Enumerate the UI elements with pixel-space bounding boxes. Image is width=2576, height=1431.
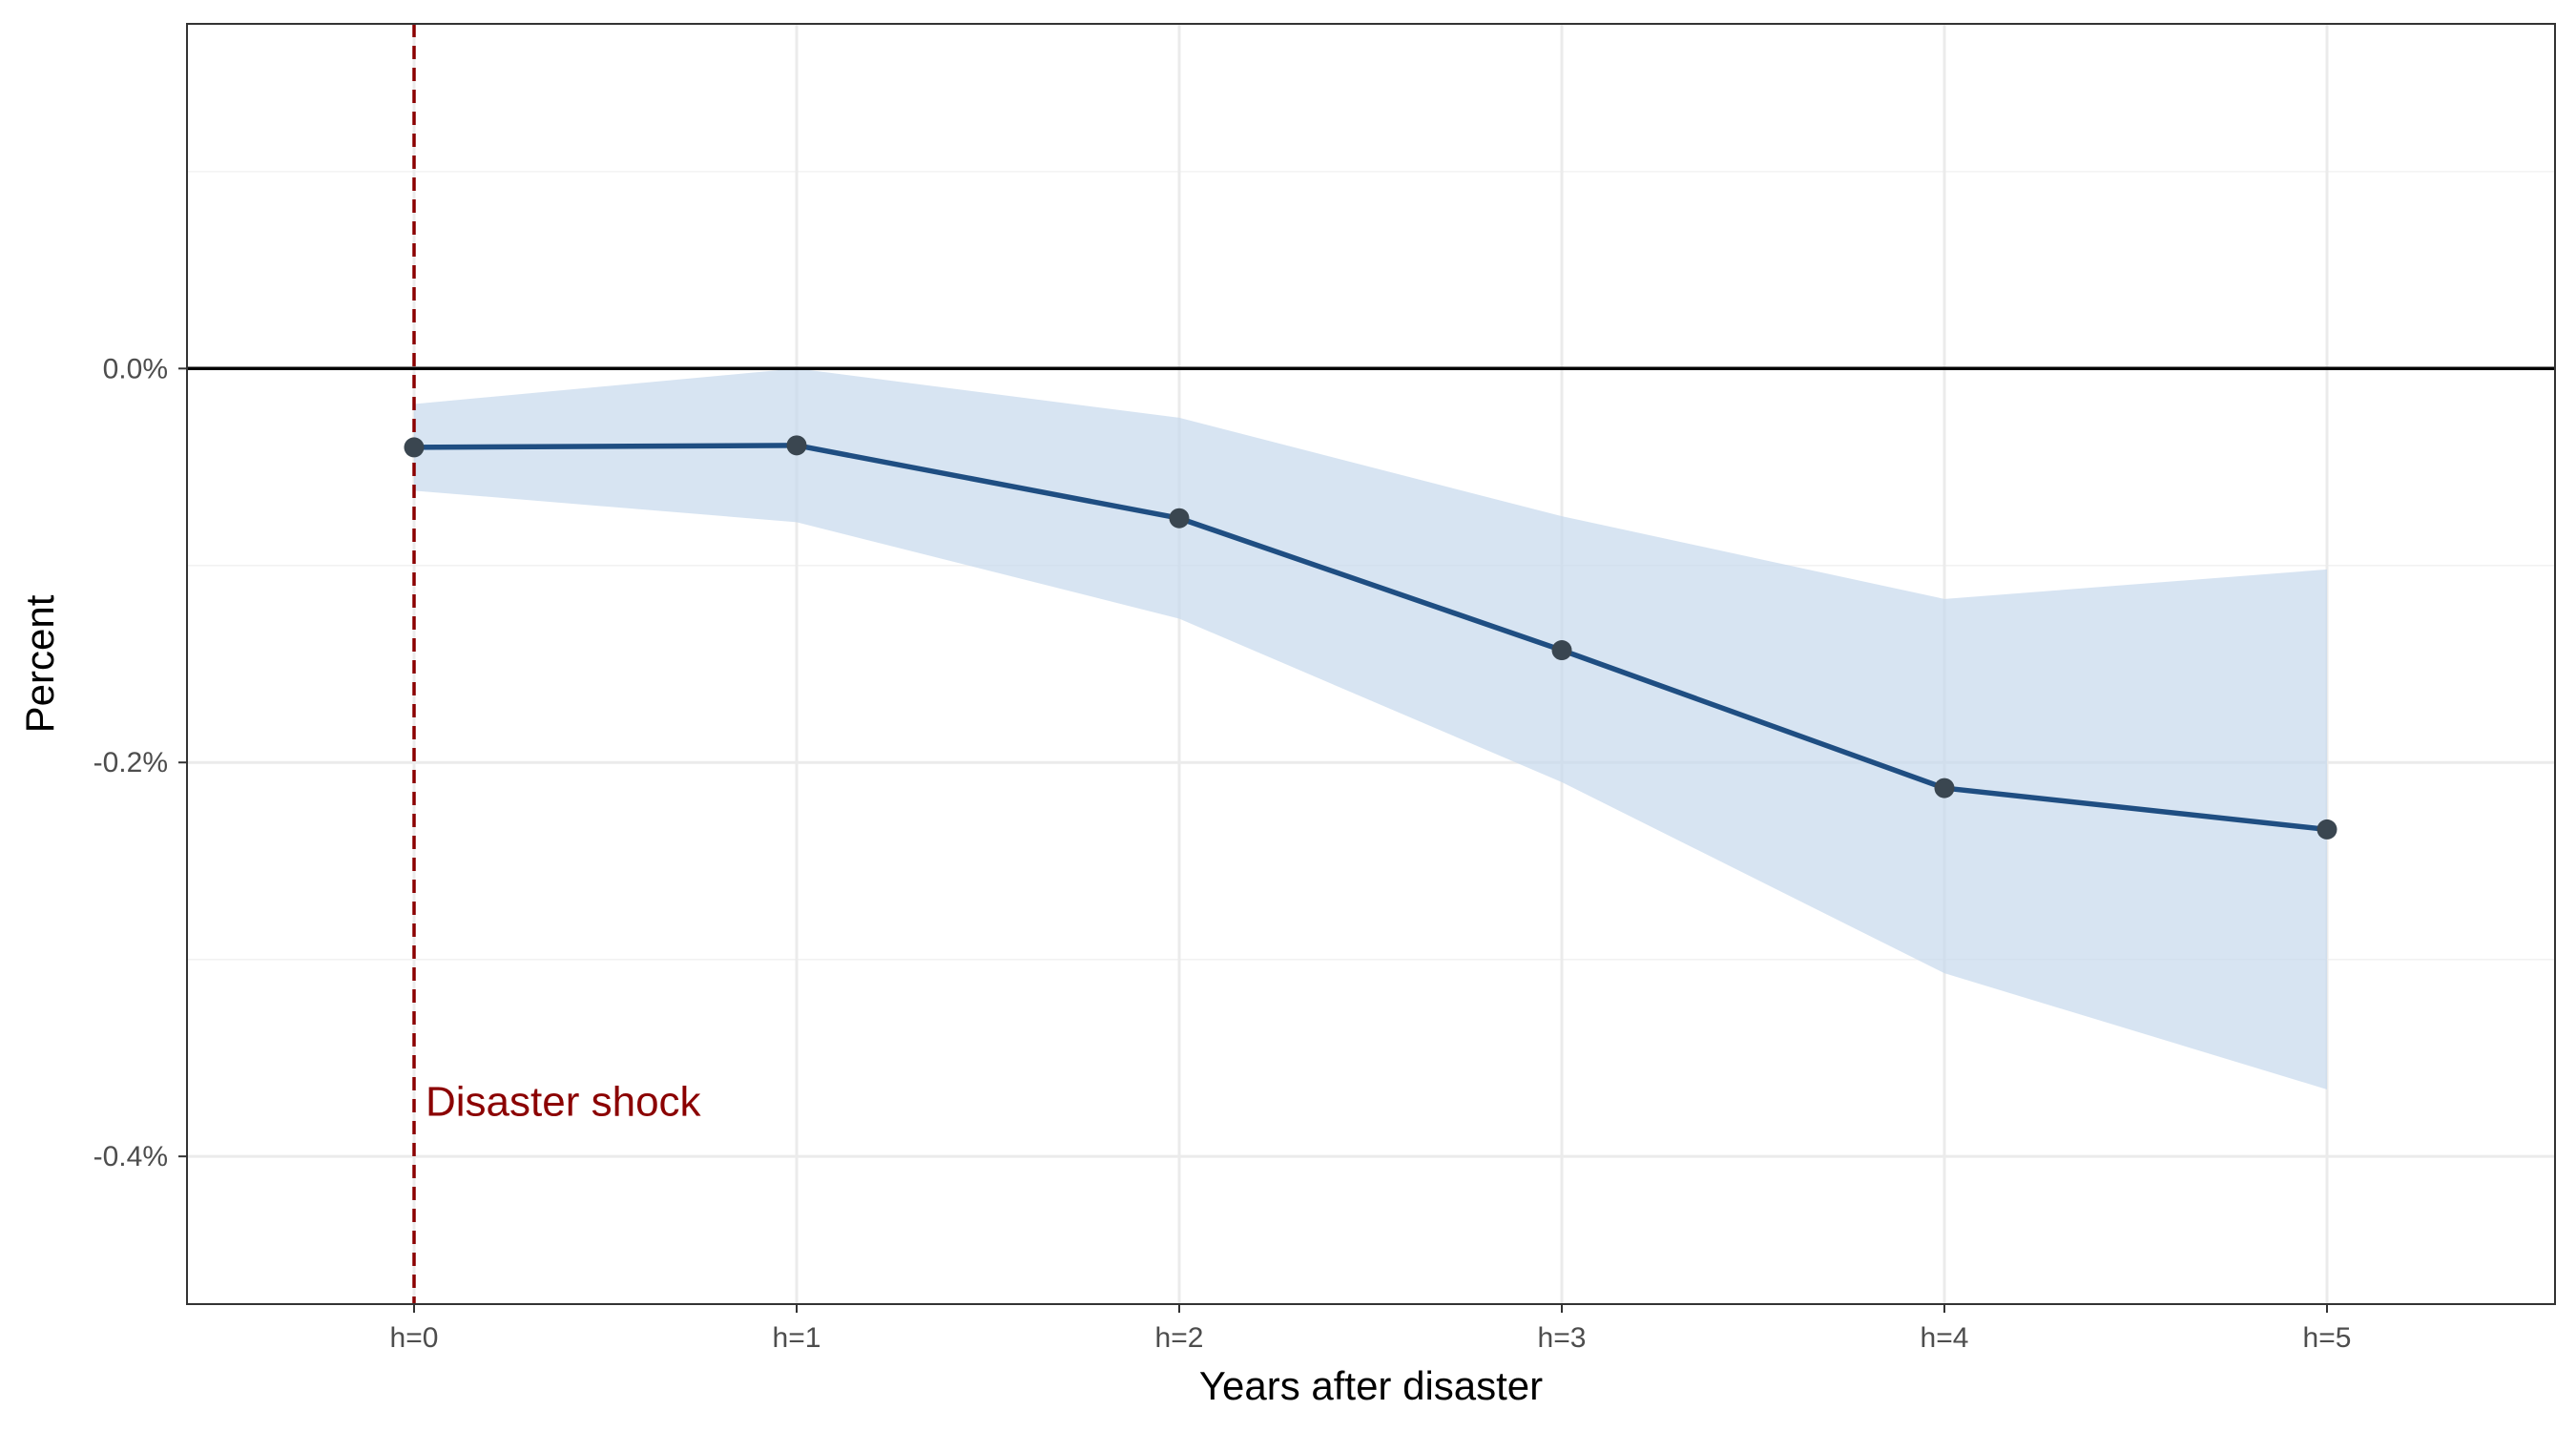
x-tick-label: h=5 [2303, 1322, 2352, 1354]
data-point-h=1 [786, 435, 807, 456]
x-axis-title: Years after disaster [1199, 1363, 1543, 1408]
y-tick-label: -0.4% [93, 1141, 168, 1172]
y-tick-label: -0.2% [93, 747, 168, 778]
y-axis-title: Percent [17, 594, 62, 733]
confidence-band [414, 368, 2327, 1089]
y-axis: 0.0% -0.2% -0.4% [93, 353, 187, 1172]
x-tick-label: h=3 [1538, 1322, 1587, 1354]
data-point-h=5 [2316, 819, 2337, 840]
panel-border [186, 23, 2556, 1305]
data-point-h=0 [404, 437, 425, 458]
x-tick-label: h=1 [773, 1322, 821, 1354]
x-tick-label: h=0 [390, 1322, 439, 1354]
series-line [413, 443, 2328, 833]
x-tick-label: h=2 [1155, 1322, 1204, 1354]
data-point-h=2 [1169, 508, 1190, 529]
x-axis: h=0 h=1 h=2 h=3 h=4 h=5 [390, 1304, 2352, 1354]
disaster-shock-annotation: Disaster shock [426, 1078, 702, 1125]
data-point-h=3 [1551, 640, 1572, 661]
data-points-layer [404, 435, 2337, 840]
y-tick-label: 0.0% [103, 353, 168, 384]
x-tick-label: h=4 [1921, 1322, 1969, 1354]
data-point-h=4 [1934, 778, 1955, 798]
series-line-layer [413, 443, 2328, 833]
confidence-band-layer [414, 368, 2327, 1089]
